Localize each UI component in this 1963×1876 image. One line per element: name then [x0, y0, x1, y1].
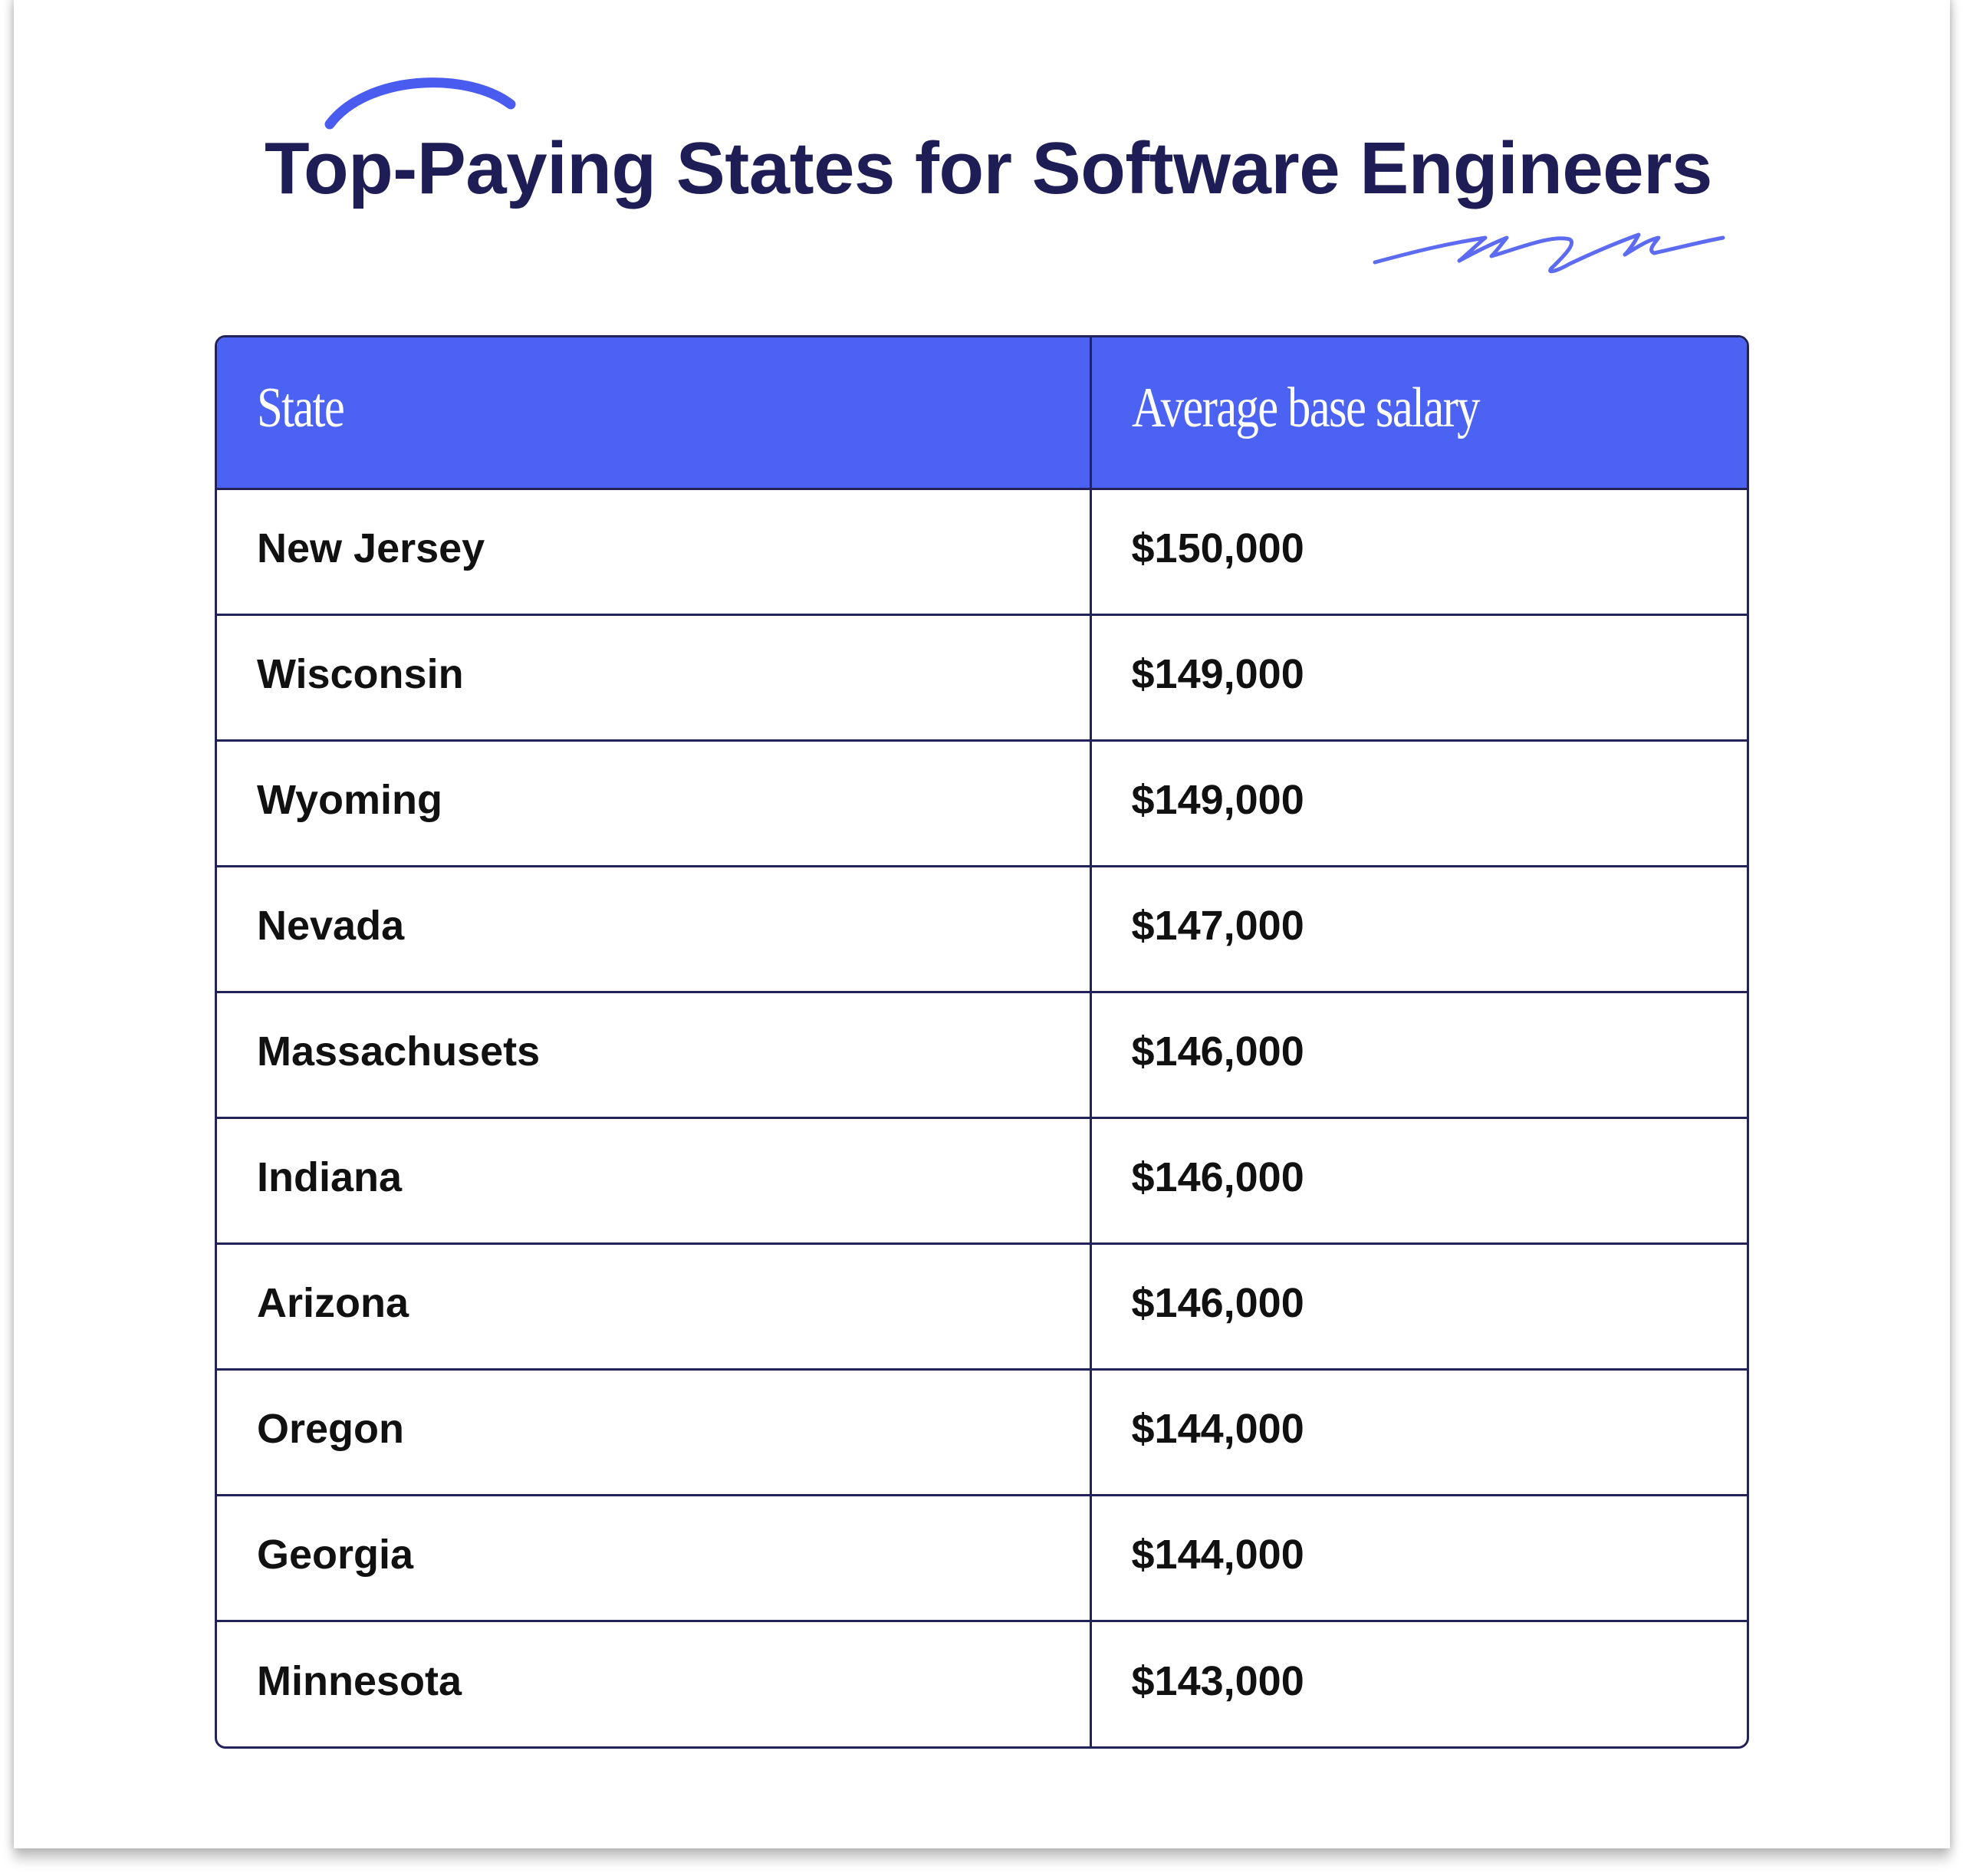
salary-cell: $149,000	[1089, 739, 1747, 866]
table-row: Minnesota $143,000	[217, 1619, 1747, 1746]
table-row: New Jersey $150,000	[217, 489, 1747, 614]
state-cell: Georgia	[217, 1493, 1090, 1621]
table-row: Wyoming $149,000	[217, 739, 1747, 866]
salary-cell: $144,000	[1089, 1493, 1747, 1621]
state-cell: Wisconsin	[217, 613, 1090, 740]
state-cell: Massachusets	[217, 990, 1090, 1117]
column-header-salary: Average base salary	[1089, 337, 1747, 490]
salary-cell: $146,000	[1089, 1242, 1747, 1369]
state-cell: Arizona	[217, 1242, 1090, 1369]
table-row: Indiana $146,000	[217, 1116, 1747, 1243]
arc-flourish-icon	[324, 77, 516, 130]
salary-cell: $146,000	[1089, 990, 1747, 1117]
salary-cell: $147,000	[1089, 864, 1747, 992]
table-row: Arizona $146,000	[217, 1242, 1747, 1369]
table-row: Oregon $144,000	[217, 1368, 1747, 1495]
salary-cell: $143,000	[1089, 1619, 1747, 1746]
table-header-row: State Average base salary	[217, 337, 1747, 490]
state-cell: New Jersey	[257, 525, 485, 571]
state-cell: Minnesota	[217, 1619, 1090, 1746]
salary-cell: $149,000	[1089, 613, 1747, 740]
salary-cell: $150,000	[1089, 489, 1747, 614]
salary-table: State Average base salary New Jersey $15…	[215, 335, 1749, 1749]
state-cell: Nevada	[217, 864, 1090, 992]
table-row: Massachusets $146,000	[217, 990, 1747, 1117]
state-cell: Wyoming	[217, 739, 1090, 866]
squiggle-underline-icon	[1373, 232, 1725, 274]
salary-cell: $144,000	[1089, 1368, 1747, 1495]
table-row: Georgia $144,000	[217, 1493, 1747, 1621]
table-row: Nevada $147,000	[217, 864, 1747, 992]
state-cell: Oregon	[217, 1368, 1090, 1495]
salary-cell: $146,000	[1089, 1116, 1747, 1243]
state-cell: Indiana	[217, 1116, 1090, 1243]
page-title: Top-Paying States for Software Engineers	[265, 127, 1712, 209]
table-row: Wisconsin $149,000	[217, 613, 1747, 740]
column-header-state: State	[217, 337, 1090, 490]
